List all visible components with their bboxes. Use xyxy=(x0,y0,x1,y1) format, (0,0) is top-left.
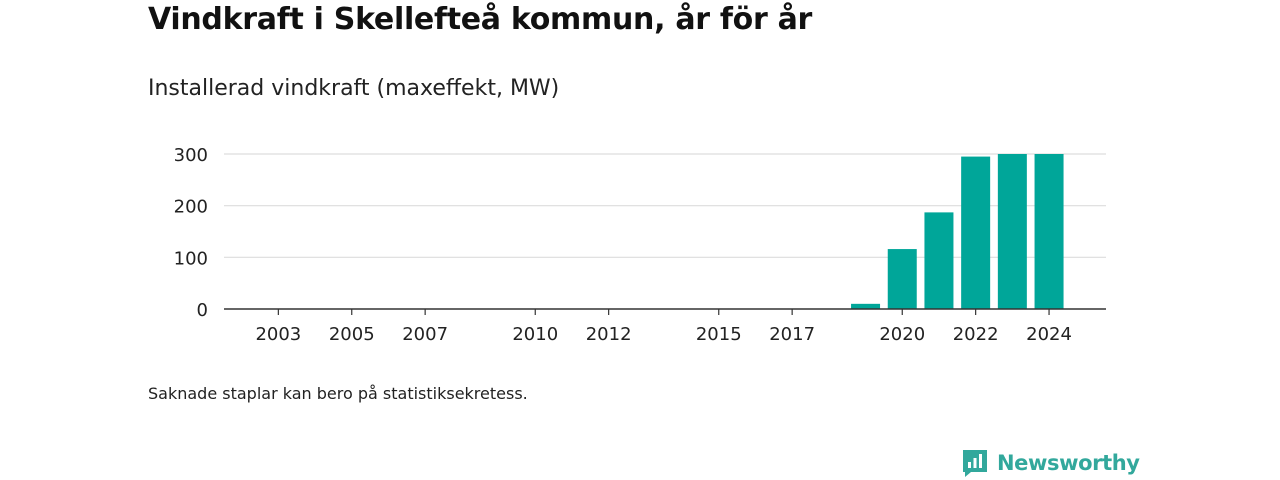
bar-2021 xyxy=(924,212,954,309)
x-tick-label: 2005 xyxy=(329,324,375,345)
x-tick-label: 2020 xyxy=(879,324,925,345)
x-tick-label: 2022 xyxy=(953,324,999,345)
y-tick-label: 200 xyxy=(174,197,208,218)
chart-subtitle: Installerad vindkraft (maxeffekt, MW) xyxy=(148,76,560,101)
x-tick-label: 2015 xyxy=(696,324,742,345)
x-tick-label: 2003 xyxy=(255,324,301,345)
brand-logo: Newsworthy xyxy=(961,446,1140,480)
x-tick-label: 2017 xyxy=(769,324,815,345)
y-tick-label: 0 xyxy=(197,300,208,321)
bar-2023 xyxy=(997,154,1027,309)
y-tick-label: 300 xyxy=(174,145,208,166)
chart-title: Vindkraft i Skellefteå kommun, år för år xyxy=(148,2,813,37)
x-tick-label: 2024 xyxy=(1026,324,1072,345)
y-tick-label: 100 xyxy=(174,248,208,269)
bar-2024 xyxy=(1034,154,1064,309)
x-tick-label: 2007 xyxy=(402,324,448,345)
bar-2022 xyxy=(961,156,991,309)
bar-2020 xyxy=(887,249,917,309)
footnote: Saknade staplar kan bero på statistiksek… xyxy=(148,384,528,403)
newsworthy-logo-icon xyxy=(963,450,987,477)
x-tick-label: 2010 xyxy=(512,324,558,345)
brand-name: Newsworthy xyxy=(997,451,1140,475)
bar-chart: 0 100 200 300 2003 2005 2007 2010 2012 2015 2017 20… xyxy=(174,145,1106,345)
x-tick-label: 2012 xyxy=(586,324,632,345)
bar-2019 xyxy=(851,303,881,309)
